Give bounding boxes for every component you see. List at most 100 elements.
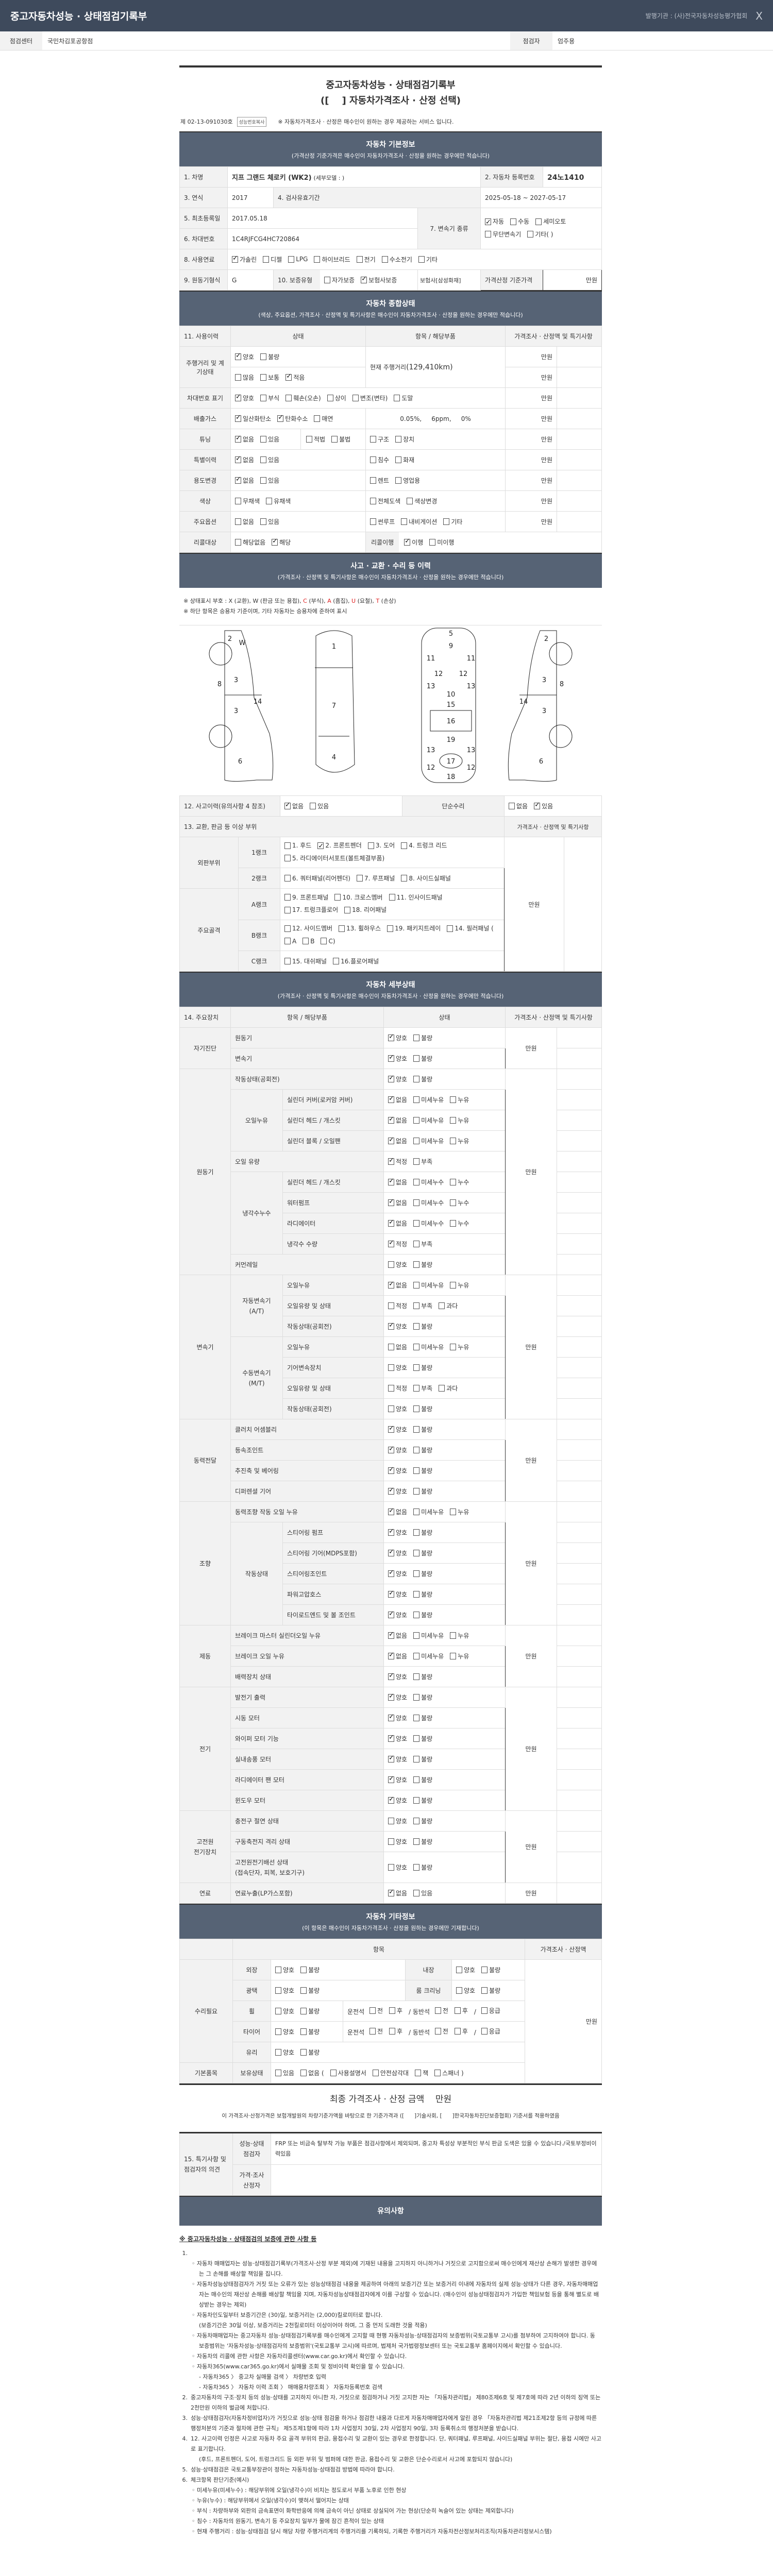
- price-input[interactable]: [557, 1213, 602, 1234]
- checkbox-option[interactable]: 미세누유: [413, 1507, 444, 1516]
- checkbox-option[interactable]: 양호: [388, 1033, 407, 1042]
- empty-box-icon[interactable]: [413, 1261, 420, 1268]
- empty-box-icon[interactable]: [535, 218, 542, 225]
- checkbox-option[interactable]: 미세누유: [413, 1343, 444, 1351]
- empty-box-icon[interactable]: [260, 394, 267, 401]
- checkbox-option[interactable]: 없음: [235, 434, 254, 444]
- empty-box-icon[interactable]: [413, 1714, 420, 1721]
- checked-box-icon[interactable]: [361, 275, 367, 283]
- empty-box-icon[interactable]: [481, 1966, 488, 1973]
- checkbox-option[interactable]: B: [303, 936, 314, 947]
- checkbox-option[interactable]: 미세누수: [413, 1178, 444, 1187]
- checked-box-icon[interactable]: [388, 1734, 395, 1742]
- checkbox-option[interactable]: 불량: [413, 1528, 432, 1537]
- checkbox-option[interactable]: 렌트: [370, 476, 389, 485]
- empty-box-icon[interactable]: [413, 1219, 420, 1227]
- empty-box-icon[interactable]: [275, 1987, 281, 1994]
- checkbox-option[interactable]: 양호: [388, 1734, 407, 1743]
- checkbox-option[interactable]: 불량: [413, 1446, 432, 1454]
- checked-box-icon[interactable]: [404, 537, 411, 546]
- checked-box-icon[interactable]: [388, 1321, 395, 1330]
- checkbox-option[interactable]: 없음: [388, 1177, 407, 1187]
- checkbox-option[interactable]: 불량: [413, 1549, 432, 1557]
- checkbox-option[interactable]: 전체도색: [370, 497, 400, 505]
- checkbox-option[interactable]: 있음: [534, 801, 553, 810]
- checkbox-option[interactable]: 안전삼각대: [372, 2069, 409, 2077]
- checkbox-option[interactable]: 양호: [388, 1466, 407, 1475]
- empty-box-icon[interactable]: [388, 1343, 395, 1350]
- empty-box-icon[interactable]: [260, 456, 267, 463]
- empty-box-icon[interactable]: [481, 2028, 488, 2035]
- checkbox-option[interactable]: 없음: [388, 1198, 407, 1207]
- price-input[interactable]: [557, 1419, 602, 1440]
- empty-box-icon[interactable]: [401, 842, 408, 849]
- checkbox-option[interactable]: 적음: [285, 372, 305, 382]
- empty-box-icon[interactable]: [327, 394, 333, 401]
- checkbox-option[interactable]: 후: [454, 2027, 468, 2036]
- empty-box-icon[interactable]: [369, 2007, 376, 2014]
- checkbox-option[interactable]: 누수: [450, 1198, 469, 1207]
- price-input[interactable]: [557, 1625, 602, 1646]
- checkbox-option[interactable]: 양호: [275, 1986, 294, 1995]
- checkbox-option[interactable]: 수소전기: [381, 255, 412, 264]
- empty-box-icon[interactable]: [413, 1508, 420, 1515]
- price-input[interactable]: [557, 1769, 602, 1790]
- checkbox-option[interactable]: LPG: [288, 256, 308, 263]
- empty-box-icon[interactable]: [333, 957, 340, 964]
- checkbox-option[interactable]: 기타( ): [527, 229, 553, 240]
- price-input[interactable]: [557, 1192, 602, 1213]
- checkbox-option[interactable]: 과다: [439, 1384, 458, 1393]
- price-input[interactable]: [557, 1666, 602, 1687]
- price-input[interactable]: [557, 1852, 602, 1883]
- empty-box-icon[interactable]: [450, 1096, 457, 1103]
- checkbox-option[interactable]: 11. 인사이드패널: [389, 892, 443, 903]
- checkbox-option[interactable]: 미세누유: [413, 1137, 444, 1145]
- checkbox-option[interactable]: 양호: [388, 1672, 407, 1681]
- checkbox-option[interactable]: 양호: [275, 2027, 294, 2036]
- empty-box-icon[interactable]: [450, 1137, 457, 1144]
- checkbox-option[interactable]: 양호: [235, 393, 254, 402]
- checkbox-option[interactable]: 없음: [235, 517, 254, 526]
- checkbox-option[interactable]: 양호: [388, 1754, 407, 1764]
- checkbox-option[interactable]: 있음: [260, 517, 279, 526]
- empty-box-icon[interactable]: [407, 497, 413, 504]
- checkbox-option[interactable]: 영업용: [395, 476, 420, 485]
- checked-box-icon[interactable]: [285, 372, 292, 381]
- price-input[interactable]: [557, 408, 602, 429]
- price-input[interactable]: [557, 1110, 602, 1131]
- checkbox-option[interactable]: 세미오토: [535, 216, 566, 227]
- empty-box-icon[interactable]: [413, 1735, 420, 1742]
- price-input[interactable]: [557, 1543, 602, 1564]
- empty-box-icon[interactable]: [284, 906, 291, 913]
- checkbox-option[interactable]: 적정: [388, 1157, 407, 1166]
- empty-box-icon[interactable]: [306, 436, 312, 443]
- price-input[interactable]: [557, 1522, 602, 1543]
- empty-box-icon[interactable]: [450, 1116, 457, 1124]
- checkbox-option[interactable]: 있음: [310, 802, 329, 810]
- checkbox-option[interactable]: 누수: [450, 1219, 469, 1228]
- checked-box-icon[interactable]: [388, 1177, 395, 1185]
- checkbox-option[interactable]: 불량: [413, 1611, 432, 1619]
- price-input[interactable]: [557, 387, 602, 409]
- checked-box-icon[interactable]: [388, 1466, 395, 1474]
- checkbox-option[interactable]: 불량: [413, 1425, 432, 1434]
- checked-box-icon[interactable]: [388, 1425, 395, 1433]
- checkbox-option[interactable]: 미세누유: [413, 1095, 444, 1104]
- empty-box-icon[interactable]: [284, 855, 291, 861]
- checkbox-option[interactable]: 있음: [275, 2069, 294, 2077]
- empty-box-icon[interactable]: [413, 1529, 420, 1536]
- checkbox-option[interactable]: 양호: [275, 2048, 294, 2057]
- empty-box-icon[interactable]: [330, 2069, 337, 2076]
- checkbox-option[interactable]: 누유: [450, 1116, 469, 1125]
- empty-box-icon[interactable]: [450, 1281, 457, 1289]
- checkbox-option[interactable]: 후: [389, 2006, 402, 2015]
- empty-box-icon[interactable]: [510, 218, 517, 225]
- price-input[interactable]: [557, 1151, 602, 1172]
- empty-box-icon[interactable]: [367, 842, 374, 849]
- checkbox-option[interactable]: 불량: [413, 1775, 432, 1784]
- checkbox-option[interactable]: 변조(변타): [352, 394, 388, 402]
- price-input[interactable]: [557, 1254, 602, 1275]
- empty-box-icon[interactable]: [388, 1838, 395, 1845]
- empty-box-icon[interactable]: [413, 1302, 420, 1309]
- checkbox-option[interactable]: 불량: [300, 2027, 320, 2036]
